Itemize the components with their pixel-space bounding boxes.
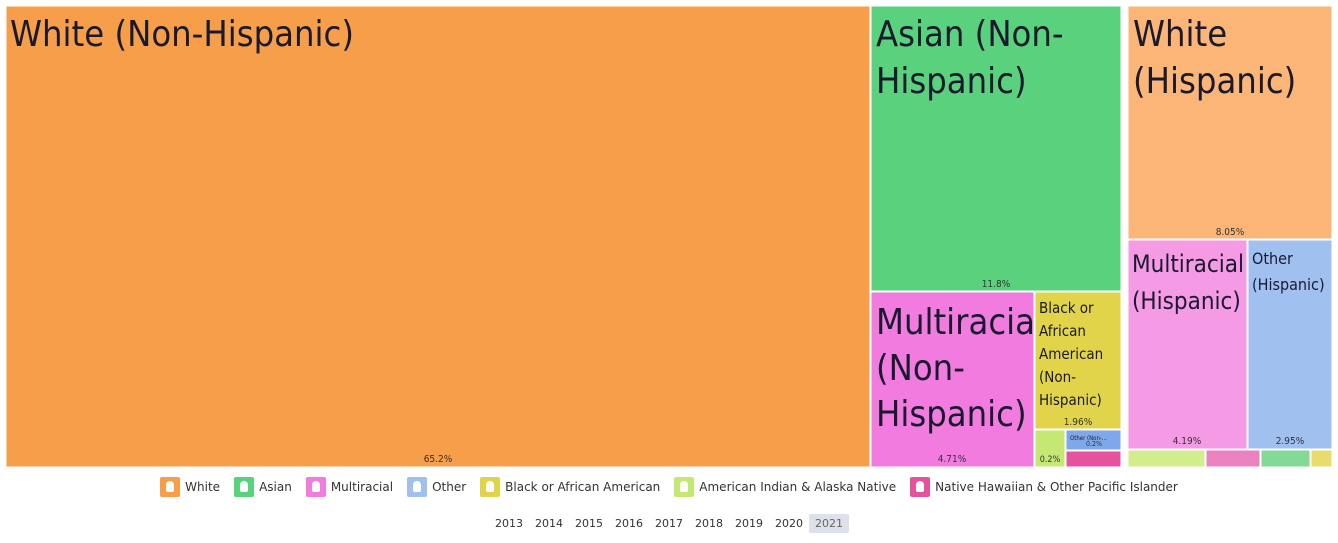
tile-label: Other (Non-... (1070, 435, 1107, 442)
tile-value-label: 11.8% (982, 279, 1011, 290)
legend-label: Multiracial (330, 480, 394, 494)
legend-label: Other (432, 480, 467, 494)
tile-label: Multiracial (Hispanic) (1132, 250, 1244, 315)
person-icon (407, 477, 428, 497)
legend-item[interactable]: Multiracial (305, 477, 394, 497)
tile-value-label: 0.2% (1040, 455, 1061, 465)
person-icon (160, 477, 181, 497)
tile-label: Multiracial (Non-Hispanic) (876, 302, 1044, 435)
year-button[interactable]: 2021 (809, 514, 849, 533)
treemap-tile[interactable] (1310, 449, 1333, 468)
person-icon (234, 477, 255, 497)
year-button[interactable]: 2019 (735, 517, 763, 530)
year-button[interactable]: 2013 (495, 517, 523, 530)
year-button[interactable]: 2020 (775, 517, 803, 530)
year-button[interactable]: 2015 (575, 517, 603, 530)
legend-item[interactable]: Native Hawaiian & Other Pacific Islander (910, 477, 1178, 497)
tile-label: Other (Hispanic) (1252, 249, 1325, 294)
legend-label: Black or African American (505, 480, 661, 494)
tile-label: Asian (Non-Hispanic) (876, 14, 1064, 102)
year-button[interactable]: 2018 (695, 517, 723, 530)
treemap-tile[interactable] (870, 291, 1035, 468)
tile-value-label: 8.05% (1216, 227, 1245, 238)
tile-value-label: 4.71% (938, 454, 967, 465)
tile-value-label: 2.95% (1276, 436, 1305, 447)
tile-value-label: 4.19% (1173, 436, 1202, 447)
tile-label: White (Non-Hispanic) (10, 14, 354, 55)
legend-item[interactable]: Black or African American (480, 477, 660, 497)
legend-item[interactable]: Other (407, 477, 466, 497)
year-button[interactable]: 2014 (535, 517, 563, 530)
legend-item[interactable]: Asian (234, 477, 292, 497)
treemap-tile[interactable] (1034, 429, 1066, 468)
treemap-tile[interactable] (1205, 449, 1261, 468)
person-icon (480, 477, 501, 497)
treemap-tile[interactable] (5, 5, 871, 468)
treemap-tile[interactable] (1260, 449, 1311, 468)
tile-value-label: 0.2% (1086, 440, 1102, 448)
legend-item[interactable]: American Indian & Alaska Native (674, 477, 896, 497)
year-button[interactable]: 2017 (655, 517, 683, 530)
person-icon (305, 477, 326, 497)
tile-value-label: 65.2% (424, 454, 453, 465)
legend-label: Native Hawaiian & Other Pacific Islander (935, 480, 1178, 494)
treemap-tile[interactable] (1127, 5, 1333, 240)
year-button[interactable]: 2016 (615, 517, 643, 530)
treemap-tile[interactable] (1065, 429, 1122, 451)
tile-label: White (Hispanic) (1133, 14, 1296, 102)
treemap-tile[interactable] (1065, 450, 1122, 468)
tile-label: Black or African American (Non-Hispanic) (1039, 299, 1103, 409)
treemap-chart: White (Non-Hispanic) 65.2% Asian (Non-Hisp… (5, 5, 1333, 468)
person-icon (910, 477, 931, 497)
treemap-tile[interactable] (870, 5, 1122, 292)
person-icon (674, 477, 695, 497)
legend-label: Asian (259, 480, 292, 494)
treemap-tile[interactable] (1034, 291, 1122, 430)
legend: White Asian Multiracial Other Black or Afric… (0, 477, 1338, 497)
legend-label: American Indian & Alaska Native (699, 480, 897, 494)
treemap-tile[interactable] (1127, 449, 1206, 468)
tile-value-label: 1.96% (1064, 417, 1093, 428)
year-selector: 2013 2014 2015 2016 2017 2018 2019 2020 2021 (0, 514, 1338, 533)
treemap-tile[interactable] (1247, 239, 1333, 450)
treemap-tile[interactable] (1127, 239, 1248, 450)
legend-label: White (185, 480, 221, 494)
legend-item[interactable]: White (160, 477, 220, 497)
